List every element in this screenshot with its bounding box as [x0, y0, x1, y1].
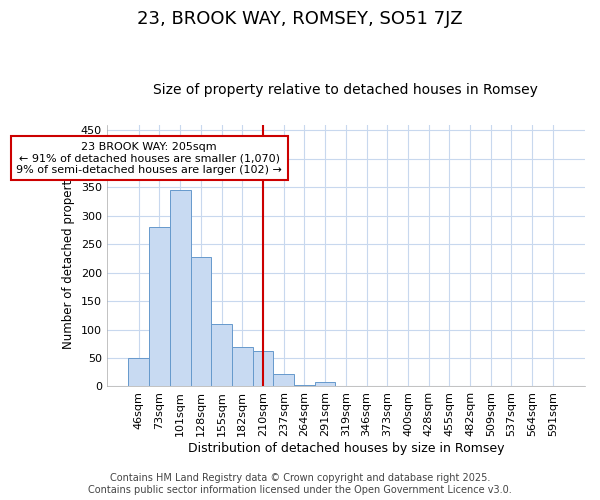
Bar — [274, 374, 294, 386]
Bar — [170, 190, 191, 386]
Bar — [191, 256, 211, 386]
Text: Contains HM Land Registry data © Crown copyright and database right 2025.
Contai: Contains HM Land Registry data © Crown c… — [88, 474, 512, 495]
Text: 23 BROOK WAY: 205sqm
← 91% of detached houses are smaller (1,070)
9% of semi-det: 23 BROOK WAY: 205sqm ← 91% of detached h… — [16, 142, 282, 175]
Bar — [253, 350, 274, 386]
Bar — [315, 382, 335, 386]
Text: 23, BROOK WAY, ROMSEY, SO51 7JZ: 23, BROOK WAY, ROMSEY, SO51 7JZ — [137, 10, 463, 28]
Y-axis label: Number of detached properties: Number of detached properties — [62, 162, 75, 348]
Bar — [232, 346, 253, 387]
Bar — [128, 358, 149, 386]
Title: Size of property relative to detached houses in Romsey: Size of property relative to detached ho… — [154, 83, 538, 97]
X-axis label: Distribution of detached houses by size in Romsey: Distribution of detached houses by size … — [188, 442, 504, 455]
Bar — [211, 324, 232, 386]
Bar — [149, 227, 170, 386]
